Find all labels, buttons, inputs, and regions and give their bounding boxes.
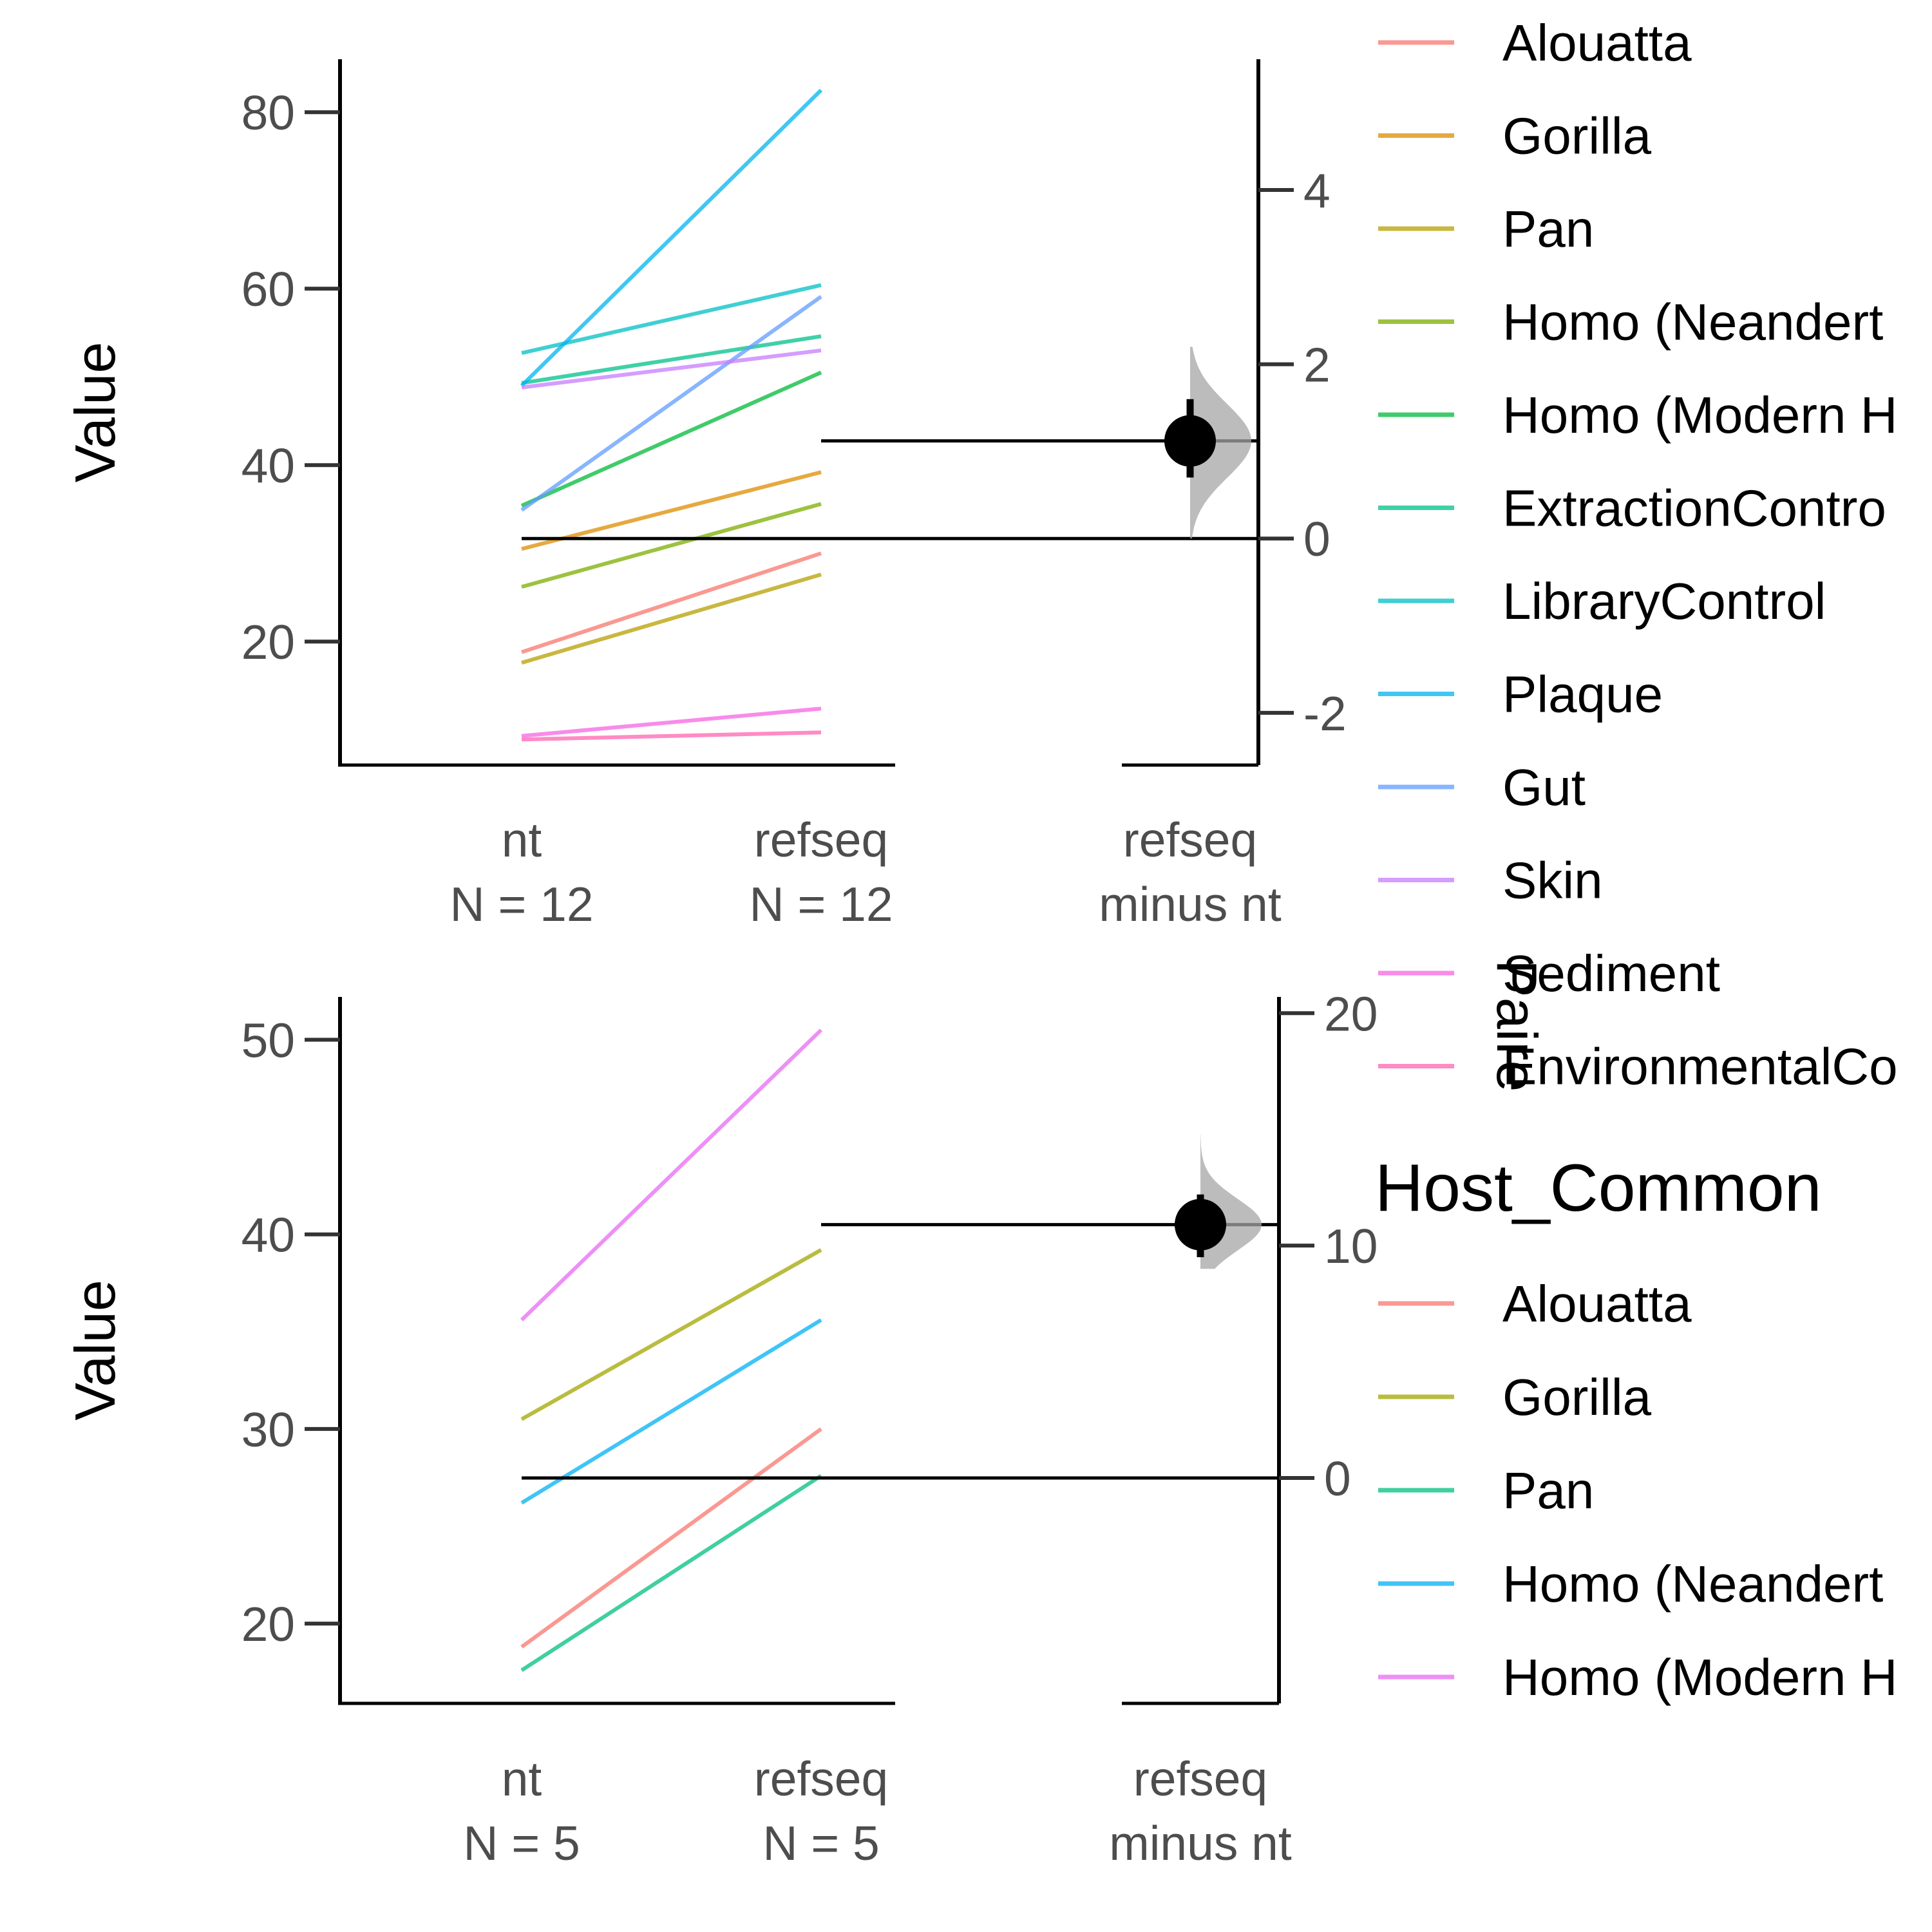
legend-bottom: Host_Common Alouatta Gorilla Pan Homo (Neand… xyxy=(1375,1151,1898,1706)
legend-label: Alouatta xyxy=(1502,14,1692,71)
y-tick-label: 60 xyxy=(242,262,295,316)
paired-line xyxy=(521,283,822,355)
paired-line xyxy=(521,502,822,589)
paired-line xyxy=(521,348,822,390)
paired-line xyxy=(521,730,822,742)
mean-difference-point xyxy=(1164,415,1216,467)
legend-label: Gorilla xyxy=(1502,1368,1652,1426)
x-group-label: refseq xyxy=(754,813,888,867)
legend-label: Skin xyxy=(1502,852,1603,909)
y-tick-label: 30 xyxy=(242,1403,295,1457)
panel-bottom: 20 30 40 50 Value nt N = 5 refseq N = 5 refseq min… xyxy=(63,987,1378,1870)
delta-group-label: refseq xyxy=(1123,813,1257,867)
x-group-n-label: N = 12 xyxy=(450,877,593,931)
delta-tick-label: 20 xyxy=(1324,987,1378,1041)
bootstrap-distribution xyxy=(1190,346,1251,539)
legend-label: Pan xyxy=(1502,200,1594,258)
legend-label: Gut xyxy=(1502,759,1586,816)
x-group-label: refseq xyxy=(754,1752,888,1806)
paired-line xyxy=(520,1028,823,1321)
delta-tick-label: 0 xyxy=(1324,1452,1351,1506)
paired-line xyxy=(520,370,822,507)
mean-difference-point xyxy=(1175,1198,1226,1251)
delta-axis-title: Paire xyxy=(1485,960,1549,1092)
delta-tick-label: -2 xyxy=(1303,687,1347,741)
delta-tick-label: 0 xyxy=(1303,512,1331,566)
legend-label: EnvironmentalCo xyxy=(1502,1038,1898,1095)
legend-label: ExtractionContro xyxy=(1502,480,1886,537)
y-tick-label: 40 xyxy=(242,1208,295,1262)
paired-line xyxy=(520,295,822,512)
legend-title: Host_Common xyxy=(1375,1151,1822,1226)
legend-label: LibraryControl xyxy=(1502,573,1826,630)
delta-tick-label: 2 xyxy=(1303,338,1331,392)
paired-line xyxy=(521,470,822,551)
legend-label: Alouatta xyxy=(1502,1275,1692,1332)
paired-line xyxy=(521,573,822,665)
legend-top: Alouatta Gorilla Pan Homo (Neandert Homo (Mo… xyxy=(1378,14,1898,1095)
delta-group-label: minus nt xyxy=(1109,1816,1292,1870)
x-group-n-label: N = 12 xyxy=(749,877,893,931)
legend-label: Homo (Neandert xyxy=(1502,294,1883,351)
delta-group-label: refseq xyxy=(1133,1752,1267,1806)
x-group-label: nt xyxy=(502,1752,542,1806)
paired-line xyxy=(521,706,822,738)
legend-label: Gorilla xyxy=(1502,108,1652,165)
x-group-n-label: N = 5 xyxy=(762,1816,879,1870)
x-group-n-label: N = 5 xyxy=(463,1816,580,1870)
legend-label: Homo (Neandert xyxy=(1502,1555,1883,1613)
legend-label: Pan xyxy=(1502,1462,1594,1519)
legend-label: Homo (Modern H xyxy=(1502,1649,1898,1706)
x-group-label: nt xyxy=(502,813,542,867)
paired-line xyxy=(520,1318,822,1505)
y-tick-label: 40 xyxy=(242,439,295,493)
y-axis-title: Value xyxy=(63,1280,127,1421)
y-tick-label: 50 xyxy=(242,1013,295,1067)
y-axis-title: Value xyxy=(63,342,127,483)
delta-tick-label: 10 xyxy=(1324,1219,1378,1273)
paired-line xyxy=(521,334,822,385)
paired-line xyxy=(520,88,823,388)
paired-line xyxy=(520,1427,822,1649)
legend-label: Sediment xyxy=(1502,945,1720,1002)
y-tick-label: 20 xyxy=(242,1597,295,1651)
paired-line xyxy=(520,1473,822,1672)
paired-line xyxy=(521,551,822,654)
y-tick-label: 20 xyxy=(242,615,295,669)
delta-group-label: minus nt xyxy=(1099,877,1282,931)
y-tick-label: 80 xyxy=(242,86,295,140)
paired-line xyxy=(520,1248,822,1421)
delta-tick-label: 4 xyxy=(1303,164,1331,218)
legend-label: Plaque xyxy=(1502,666,1663,723)
legend-label: Homo (Modern H xyxy=(1502,386,1898,444)
